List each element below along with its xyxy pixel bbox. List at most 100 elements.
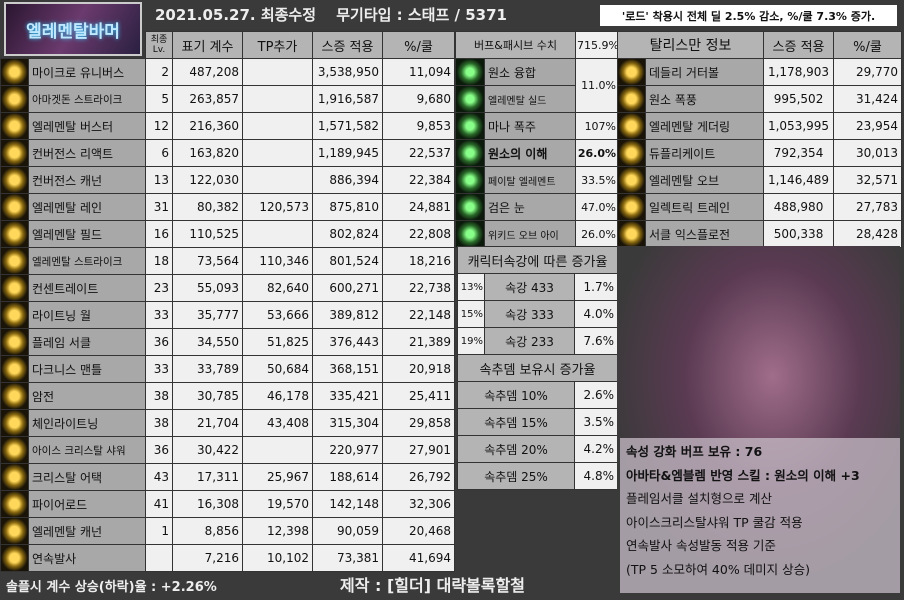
buff-name: 원소의 이해: [483, 139, 577, 167]
skill-tp: 25,967: [242, 463, 313, 491]
skill-name: 엘레멘탈 캐넌: [28, 517, 146, 545]
skill-name: 엘레멘탈 필드: [28, 220, 146, 248]
skill-per-cool: 22,148: [382, 301, 455, 329]
element-increase: 7.6%: [573, 327, 619, 355]
skill-coef: 17,311: [172, 463, 243, 491]
skill-coef: 33,789: [172, 355, 243, 383]
skill-coef: 216,360: [172, 112, 243, 140]
skill-per-cool: 32,306: [382, 490, 455, 518]
note: 플레임서클 설치형으로 계산: [626, 491, 772, 506]
skill-icon: [617, 166, 646, 194]
element-header: 캐릭터속강에 따른 증가율: [456, 246, 619, 274]
talisman-row: 원소 폭풍 995,502 31,424: [617, 85, 903, 113]
skill-level: 36: [145, 436, 173, 464]
skill-icon: [0, 220, 29, 248]
skill-name: 체인라이트닝: [28, 409, 146, 437]
skill-row: 엘레멘탈 필드 16 110,525 802,824 22,808: [0, 220, 455, 248]
skill-boosted: 368,151: [312, 355, 383, 383]
extra-increase: 2.6%: [573, 381, 619, 409]
buff-row: 마나 폭주 107%: [455, 112, 619, 140]
element-row: 15% 속강 333 4.0%: [457, 300, 619, 328]
extra-label: 속추뎀 15%: [457, 408, 575, 436]
header-coef: 표기 계수: [172, 31, 243, 59]
talisman-per-cool: 23,954: [833, 112, 903, 140]
skill-per-cool: 20,468: [382, 517, 455, 545]
buff-name: 마나 폭주: [483, 112, 577, 140]
skill-per-cool: 41,694: [382, 544, 455, 572]
skill-name: 컨센트레이트: [28, 274, 146, 302]
buff-value: 26.0%: [575, 139, 619, 167]
skill-name: 아마겟돈 스트라이크: [28, 85, 146, 113]
buff-name: 원소 융합: [483, 58, 577, 86]
talisman-table: 탈리스만 정보 스증 적용 %/쿨 데들리 거터볼 1,178,903 29,770…: [616, 31, 903, 248]
buff-value: 11.0%: [575, 58, 619, 113]
skill-coef: 35,777: [172, 301, 243, 329]
skill-level: 16: [145, 220, 173, 248]
buff-total: 715.9%: [575, 31, 619, 59]
skill-boosted: 389,812: [312, 301, 383, 329]
element-label: 속강 233: [484, 327, 575, 355]
skill-name: 엘레멘탈 버스터: [28, 112, 146, 140]
skill-tp: 120,573: [242, 193, 313, 221]
skill-per-cool: 29,858: [382, 409, 455, 437]
skill-level: 43: [145, 463, 173, 491]
skill-per-cool: 21,389: [382, 328, 455, 356]
talisman-boost: 792,354: [763, 139, 835, 167]
skill-icon: [0, 166, 29, 194]
skill-coef: 8,856: [172, 517, 243, 545]
element-rate: 19%: [457, 327, 485, 355]
skill-per-cool: 24,881: [382, 193, 455, 221]
skill-coef: 30,785: [172, 382, 243, 410]
skill-coef: 55,093: [172, 274, 243, 302]
buff-row: 원소 융합 11.0%: [455, 58, 619, 113]
skill-per-cool: 9,853: [382, 112, 455, 140]
skill-icon: [617, 58, 646, 86]
skill-tp: 53,666: [242, 301, 313, 329]
skill-boosted: 1,916,587: [312, 85, 383, 113]
talisman-boost: 500,338: [763, 220, 835, 248]
element-rate: 15%: [457, 300, 485, 328]
skill-name: 아이스 크리스탈 샤워: [28, 436, 146, 464]
skill-level: 38: [145, 382, 173, 410]
note: 연속발사 속성발동 적용 기준: [626, 538, 776, 553]
talisman-boost: 488,980: [763, 193, 835, 221]
skill-boosted: 801,524: [312, 247, 383, 275]
skill-boosted: 73,381: [312, 544, 383, 572]
extra-row: 속추뎀 25% 4.8%: [457, 462, 619, 490]
skill-row: 엘레멘탈 버스터 12 216,360 1,571,582 9,853: [0, 112, 455, 140]
buff-row: 페이탈 엘레멘트 33.5%: [455, 166, 619, 194]
skill-icon: [617, 85, 646, 113]
skill-row: 엘레멘탈 캐넌 1 8,856 12,398 90,059 20,468: [0, 517, 455, 545]
buff-row: 엘레멘탈 실드: [455, 85, 618, 113]
skill-name: 파이어로드: [28, 490, 146, 518]
skill-row: 엘레멘탈 레인 31 80,382 120,573 875,810 24,881: [0, 193, 455, 221]
skill-boosted: 1,571,582: [312, 112, 383, 140]
skill-tp: [242, 112, 313, 140]
skill-name: 엘레멘탈 레인: [28, 193, 146, 221]
skill-boosted: 376,443: [312, 328, 383, 356]
skill-tp: [242, 85, 313, 113]
skill-coef: 110,525: [172, 220, 243, 248]
skill-icon: [455, 139, 485, 167]
skill-boosted: 90,059: [312, 517, 383, 545]
extra-label: 속추뎀 10%: [457, 381, 575, 409]
buff-value: 33.5%: [575, 166, 619, 194]
skill-boosted: 886,394: [312, 166, 383, 194]
skill-icon: [455, 112, 485, 140]
skill-icon: [617, 193, 646, 221]
skill-name: 컨버전스 캐넌: [28, 166, 146, 194]
skill-coef: 34,550: [172, 328, 243, 356]
talisman-per-cool: 30,013: [833, 139, 903, 167]
skill-name: 엘레멘탈 스트라이크: [28, 247, 146, 275]
skill-icon: [0, 274, 29, 302]
skill-per-cool: 27,901: [382, 436, 455, 464]
talisman-name: 데들리 거터볼: [644, 58, 765, 86]
talisman-name: 엘레멘탈 게더링: [644, 112, 765, 140]
skill-icon: [617, 220, 646, 248]
logo: 엘레멘탈바머: [4, 2, 142, 56]
skill-level: 33: [145, 355, 173, 383]
skill-boosted: 875,810: [312, 193, 383, 221]
talisman-row: 데들리 거터볼 1,178,903 29,770: [617, 58, 903, 86]
talisman-boost: 995,502: [763, 85, 835, 113]
skill-coef: 30,422: [172, 436, 243, 464]
